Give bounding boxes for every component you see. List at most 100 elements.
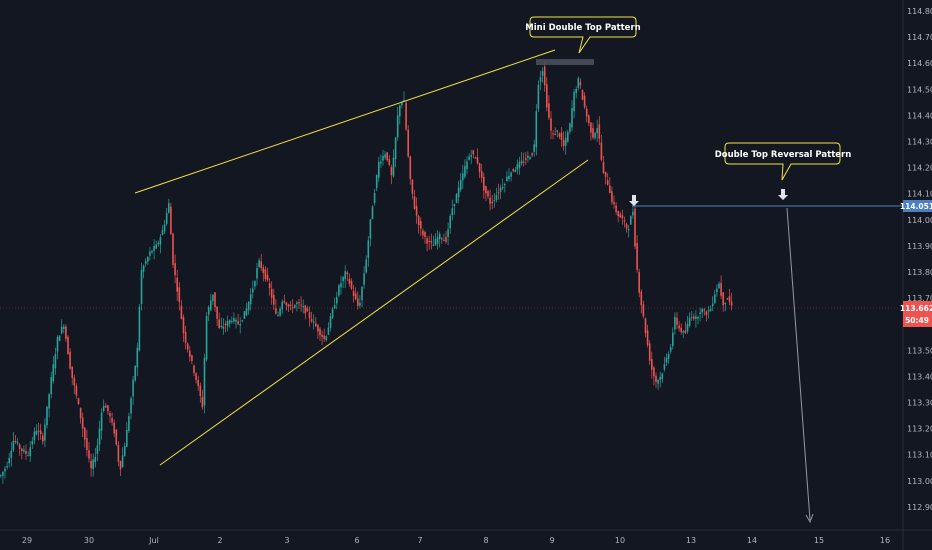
candle-body [189, 350, 191, 357]
candle [60, 319, 63, 335]
candle-body [63, 326, 65, 329]
candle [489, 189, 491, 211]
candle-body [630, 216, 632, 225]
candle-body [283, 301, 286, 303]
candle [539, 70, 542, 91]
candle-body [579, 82, 582, 86]
candle [233, 312, 235, 324]
candle-body [182, 317, 185, 334]
candle-body [262, 267, 265, 273]
candle [159, 234, 162, 254]
candle-body [567, 132, 569, 142]
candle [270, 281, 273, 305]
candle [163, 219, 166, 235]
candle [634, 204, 636, 250]
candle [455, 193, 458, 204]
candle [621, 209, 624, 225]
x-tick-label: 2 [217, 536, 222, 545]
candle-body [705, 311, 708, 316]
callout-mini-double-top-text: Mini Double Top Pattern [525, 23, 640, 33]
candle-body [0, 475, 2, 477]
candle [592, 122, 594, 140]
candle-body [443, 240, 445, 242]
candle-body [546, 84, 548, 108]
candle-body [294, 304, 296, 308]
candle [340, 275, 342, 295]
candle [88, 442, 90, 463]
candle-body [476, 157, 479, 164]
price-axis[interactable]: 114.800 114.700 114.600 114.500 114.400 114.3… [907, 7, 932, 512]
candle [457, 180, 460, 204]
candle-body [701, 308, 703, 313]
candle-body [648, 343, 651, 361]
candle [535, 103, 538, 156]
candle-body [554, 133, 556, 136]
candle-body [357, 298, 359, 306]
callout-mini-double-top[interactable]: Mini Double Top Pattern [525, 16, 641, 54]
candle [92, 453, 94, 477]
double-top-box[interactable] [536, 59, 594, 65]
candle-body [98, 428, 101, 445]
projection-line[interactable] [786, 207, 811, 521]
candle [602, 155, 605, 174]
candle-body [665, 357, 668, 363]
candle-body [434, 238, 437, 246]
candle [462, 164, 464, 190]
candle [497, 183, 500, 200]
candle-body [37, 430, 40, 432]
candle-body [386, 152, 388, 160]
candle-body [399, 105, 401, 117]
candle-body [308, 312, 311, 319]
candle-body [48, 394, 50, 409]
candle-body [518, 162, 521, 168]
time-axis[interactable]: 29 30 Jul 2 3 6 7 8 9 10 13 14 15 16 [22, 536, 890, 545]
candle [533, 139, 535, 157]
candle [659, 371, 661, 388]
candle-body [602, 161, 605, 173]
candle-body [571, 108, 573, 128]
candle [644, 317, 647, 338]
candle [648, 340, 651, 365]
candle [716, 284, 718, 297]
candle [237, 313, 239, 326]
candle-body [638, 272, 640, 293]
candle-body [176, 277, 178, 292]
candle-body [470, 155, 472, 157]
candle [516, 159, 519, 175]
candle [468, 153, 470, 161]
candle-body [88, 450, 90, 459]
candle [695, 310, 697, 328]
lower-trendline[interactable] [159, 159, 589, 466]
candle-body [161, 230, 164, 235]
candle [241, 320, 244, 323]
candle-body [71, 366, 73, 378]
candle [697, 315, 699, 325]
down-arrow-icon [778, 189, 788, 200]
candle-body [531, 153, 533, 156]
candles[interactable] [0, 62, 733, 484]
candle-body [604, 171, 607, 177]
candle [333, 297, 336, 309]
candle-body [407, 129, 409, 157]
candle-body [462, 173, 464, 181]
candle-body [583, 95, 586, 108]
candle-body [138, 306, 141, 351]
candle-body [69, 351, 71, 369]
candle [609, 177, 611, 194]
candle [254, 279, 256, 290]
candle [594, 131, 596, 140]
candle-body [336, 297, 338, 304]
candle [10, 442, 13, 467]
upper-trendline[interactable] [134, 49, 556, 194]
candle [354, 287, 357, 301]
candle [548, 95, 550, 121]
y-tick-label: 113.400 [907, 372, 932, 381]
candle [367, 235, 370, 267]
candle [285, 301, 288, 311]
candle [699, 307, 701, 322]
candle [382, 149, 384, 166]
candle [560, 127, 563, 147]
candle-body [10, 450, 13, 458]
callout-double-top-reversal[interactable]: Double Top Reversal Pattern [715, 142, 852, 181]
